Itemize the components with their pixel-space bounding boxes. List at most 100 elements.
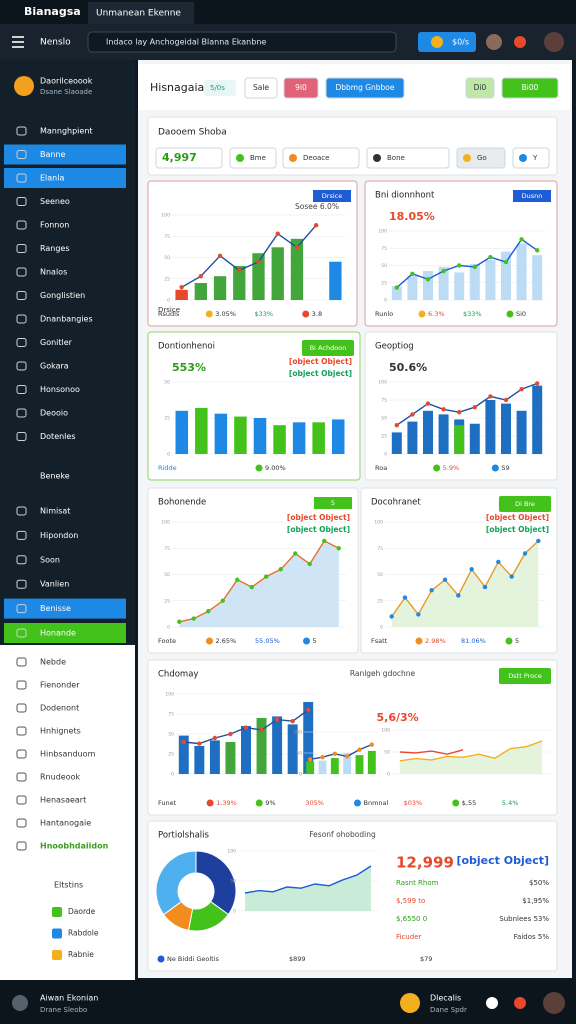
line-marker bbox=[228, 731, 233, 737]
status-item[interactable]: Rabnie bbox=[68, 950, 94, 959]
notification-icon[interactable] bbox=[514, 36, 526, 48]
line-marker bbox=[488, 255, 493, 260]
line-marker bbox=[307, 561, 312, 567]
avatar[interactable] bbox=[486, 34, 502, 50]
nav-item[interactable]: Honsonoo bbox=[40, 385, 80, 394]
bar bbox=[292, 422, 306, 454]
panel-subtitle: Sosee 6.0% bbox=[295, 202, 339, 211]
nav-item[interactable]: Nnalos bbox=[40, 268, 67, 277]
panel-subtitle: Ranlgeh gdochne bbox=[350, 669, 416, 678]
nav-item[interactable]: Hnoobhdaiidon bbox=[40, 842, 109, 851]
search-box[interactable] bbox=[87, 31, 397, 53]
avatar[interactable] bbox=[543, 992, 565, 1014]
panel-button[interactable] bbox=[499, 668, 551, 684]
nav-item[interactable]: Dnanbangies bbox=[40, 315, 93, 324]
top-button-label[interactable]: $0/s bbox=[452, 38, 469, 47]
nav-item[interactable]: Fienonder bbox=[40, 681, 80, 690]
y-tick-label: 75 bbox=[164, 546, 170, 552]
nav-item[interactable]: Deooio bbox=[40, 409, 68, 418]
toolbar-button[interactable] bbox=[283, 77, 319, 99]
tab-label[interactable]: Unmanean Ekenne bbox=[96, 9, 181, 19]
filter-chip[interactable] bbox=[366, 147, 450, 169]
search-text[interactable]: Indaco lay Anchogeidal Blanna Ekanbne bbox=[106, 38, 266, 47]
top-button[interactable] bbox=[418, 32, 476, 52]
nav-item[interactable]: Vanlien bbox=[40, 580, 69, 589]
nav-item[interactable]: Banne bbox=[40, 150, 66, 159]
nav-icon bbox=[16, 530, 27, 540]
nav-icon bbox=[16, 361, 27, 371]
nav-selected[interactable] bbox=[4, 623, 126, 643]
line-marker bbox=[197, 741, 202, 746]
panel-footer-text: 5 bbox=[313, 637, 317, 645]
avatar[interactable] bbox=[544, 32, 564, 52]
toolbar-button-label: Dbbmg Gnbboe bbox=[335, 83, 394, 92]
line-marker bbox=[457, 410, 462, 415]
menu-label[interactable]: Nenslo bbox=[40, 38, 71, 48]
filter-chip[interactable] bbox=[456, 147, 506, 169]
nav-item[interactable]: Gonitler bbox=[40, 338, 73, 347]
nav-item[interactable]: Dotenles bbox=[40, 432, 76, 441]
nav-item[interactable]: Hinbsanduom bbox=[40, 750, 96, 759]
account-sub: Dsane Slaoade bbox=[40, 88, 92, 96]
line-marker bbox=[496, 559, 501, 565]
toolbar-button[interactable] bbox=[501, 77, 559, 99]
y-tick-label: 100 bbox=[161, 520, 170, 526]
nav-item[interactable]: Dodenont bbox=[40, 704, 79, 713]
nav-item[interactable]: Gokara bbox=[40, 362, 69, 371]
y-tick-label: 100 bbox=[374, 520, 383, 526]
toolbar-button[interactable] bbox=[325, 77, 405, 99]
nav-item[interactable]: Hipondon bbox=[40, 531, 78, 540]
legend-dot bbox=[206, 799, 214, 807]
nav-icon bbox=[16, 220, 27, 230]
line-marker bbox=[220, 598, 225, 603]
icon[interactable] bbox=[486, 997, 498, 1009]
line-marker bbox=[357, 747, 362, 752]
area-fill bbox=[245, 866, 371, 911]
filter-chip[interactable] bbox=[229, 147, 277, 169]
legend-dot bbox=[255, 464, 263, 472]
nav-item[interactable]: Nebde bbox=[40, 658, 66, 667]
nav-item[interactable]: Ranges bbox=[40, 244, 70, 253]
nav-selected[interactable] bbox=[4, 168, 126, 188]
tab[interactable] bbox=[88, 2, 194, 24]
nav-selected[interactable] bbox=[4, 598, 126, 619]
filter-chip[interactable] bbox=[512, 147, 550, 169]
panel-button[interactable] bbox=[499, 496, 551, 512]
line-marker bbox=[425, 277, 431, 282]
panel-badge-label: Dusnn bbox=[522, 192, 543, 200]
status-item[interactable]: Daorde bbox=[68, 907, 96, 916]
line-marker bbox=[509, 574, 514, 579]
line-marker bbox=[191, 616, 196, 621]
nav-item[interactable]: Gonglistien bbox=[40, 291, 85, 300]
nav-item[interactable]: Mannghpient bbox=[40, 127, 93, 136]
nav-item[interactable]: Soon bbox=[40, 555, 60, 564]
page-title: Hisnagaia bbox=[150, 81, 204, 94]
menu-icon[interactable] bbox=[12, 36, 24, 48]
nav-selected[interactable] bbox=[4, 144, 126, 165]
nav-item[interactable]: Hantanogaie bbox=[40, 819, 91, 828]
toolbar-button-label: Bi00 bbox=[522, 83, 539, 92]
nav-item[interactable]: Hnhignets bbox=[40, 727, 81, 736]
line-marker bbox=[441, 268, 446, 274]
line bbox=[399, 749, 464, 755]
y-tick-label: 100 bbox=[381, 728, 390, 734]
icon[interactable] bbox=[514, 997, 526, 1009]
nav-item[interactable]: Honande bbox=[40, 629, 76, 638]
app-name: Bianagsa bbox=[24, 5, 81, 18]
nav-item[interactable]: Elanla bbox=[40, 174, 64, 183]
filter-chip[interactable] bbox=[282, 147, 360, 169]
legend-dot bbox=[206, 637, 213, 645]
nav-item[interactable]: Benisse bbox=[40, 604, 71, 613]
nav-item[interactable]: Rnudeook bbox=[40, 773, 80, 782]
nav-item[interactable]: Nimisat bbox=[40, 507, 70, 516]
toolbar-button[interactable] bbox=[465, 77, 495, 99]
nav-item[interactable]: Henasaeart bbox=[40, 796, 86, 805]
line-marker bbox=[259, 727, 264, 733]
panel-button[interactable] bbox=[302, 340, 354, 356]
toolbar-button[interactable] bbox=[244, 77, 278, 99]
nav-item[interactable]: Seeneo bbox=[40, 197, 70, 206]
status-item[interactable]: Rabdole bbox=[68, 929, 99, 938]
account-name: Daorilceoook bbox=[40, 77, 93, 86]
filter-chip[interactable] bbox=[155, 147, 223, 169]
nav-item[interactable]: Fonnon bbox=[40, 221, 69, 230]
